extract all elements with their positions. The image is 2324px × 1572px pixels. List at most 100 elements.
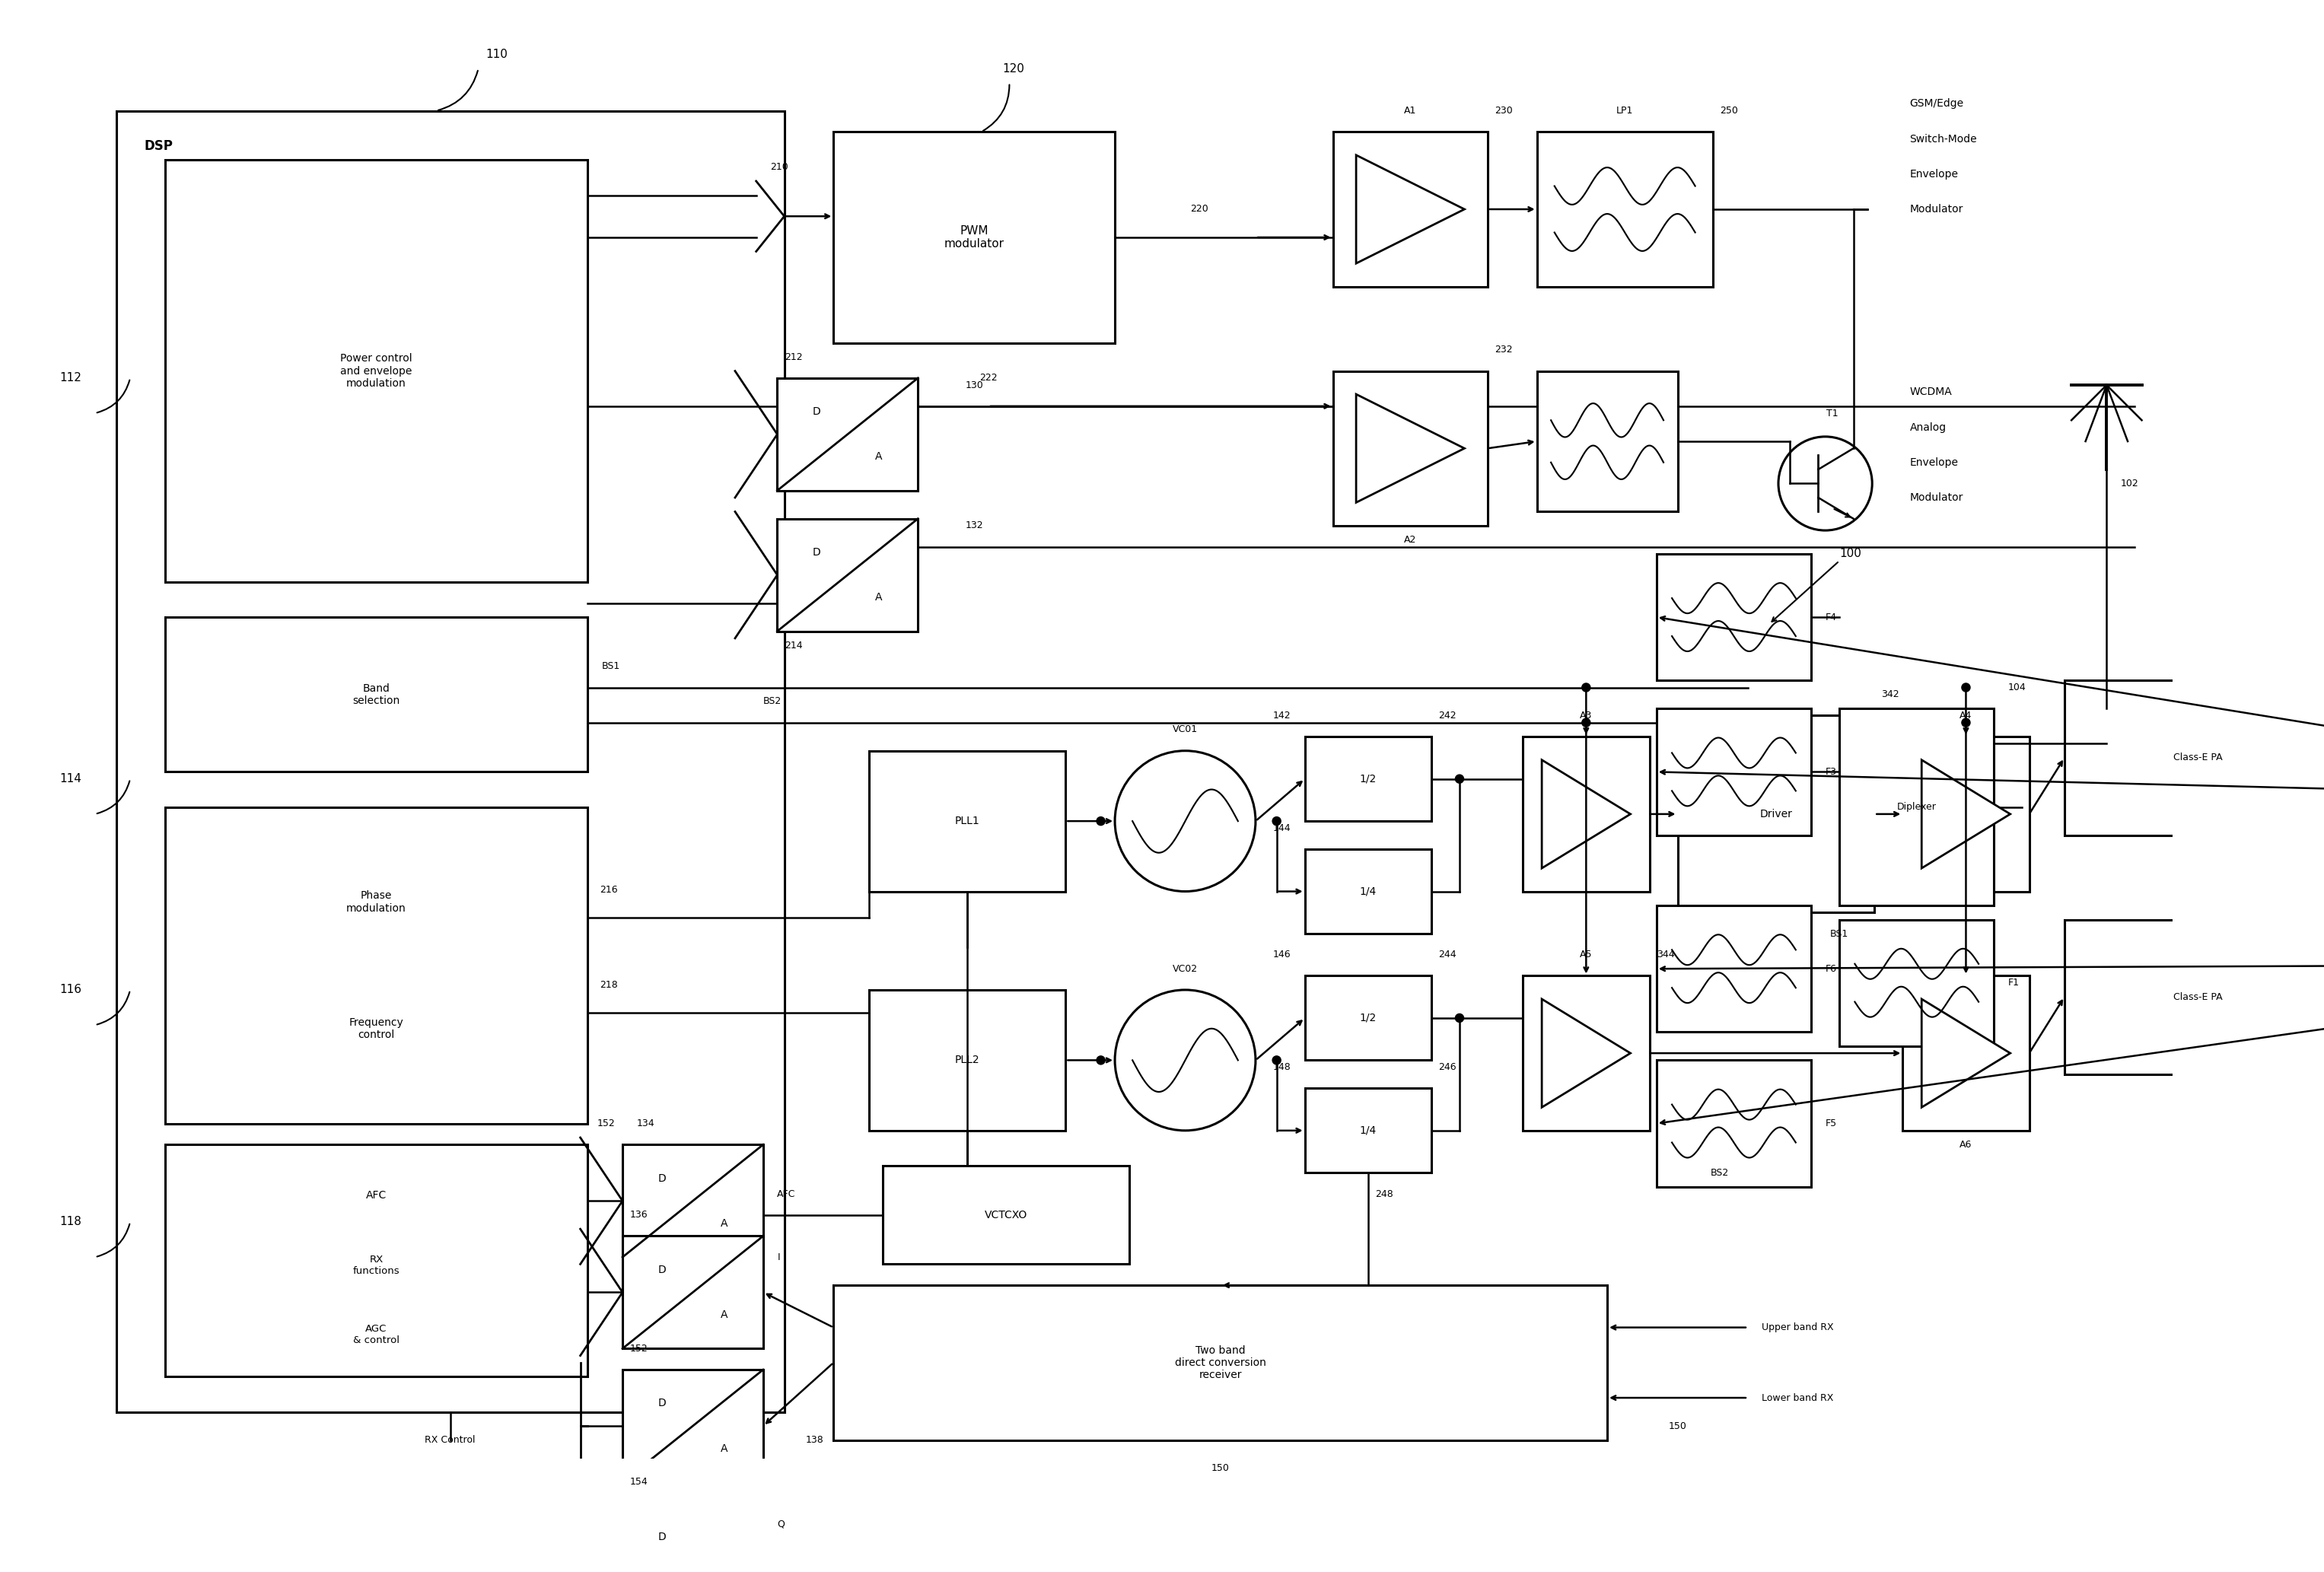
- Text: 150: 150: [1669, 1421, 1687, 1431]
- Text: Diplexer: Diplexer: [1896, 802, 1936, 813]
- Text: 130: 130: [964, 380, 983, 390]
- Text: 132: 132: [964, 520, 983, 531]
- Text: 154: 154: [630, 1478, 648, 1487]
- Circle shape: [1455, 775, 1464, 783]
- Bar: [869, 751, 1067, 891]
- Text: AFC: AFC: [365, 1190, 386, 1201]
- Text: PLL2: PLL2: [955, 1055, 981, 1066]
- Text: 216: 216: [600, 885, 618, 894]
- Bar: [1334, 371, 1487, 525]
- Text: A: A: [720, 1443, 727, 1454]
- Bar: [776, 519, 918, 632]
- Text: F5: F5: [1824, 1119, 1836, 1129]
- Text: AGC
& control: AGC & control: [353, 1324, 400, 1346]
- Text: AFC: AFC: [776, 1188, 795, 1199]
- Bar: [165, 618, 588, 772]
- Bar: [623, 1236, 762, 1349]
- Text: 242: 242: [1439, 711, 1457, 720]
- Text: BS2: BS2: [1710, 1168, 1729, 1177]
- Text: Lower band RX: Lower band RX: [1762, 1393, 1834, 1402]
- Text: A5: A5: [1580, 949, 1592, 959]
- Bar: [834, 132, 1116, 343]
- Bar: [883, 1166, 1129, 1264]
- Text: 114: 114: [60, 773, 81, 784]
- Circle shape: [1116, 751, 1255, 891]
- Text: 112: 112: [60, 373, 81, 384]
- Text: A1: A1: [1404, 105, 1418, 116]
- Bar: [1657, 553, 1810, 681]
- Bar: [834, 1286, 1608, 1440]
- Text: 152: 152: [630, 1344, 648, 1353]
- Text: 120: 120: [1002, 63, 1025, 74]
- Text: Power control
and envelope
modulation: Power control and envelope modulation: [339, 354, 411, 388]
- Text: Driver: Driver: [1759, 808, 1792, 819]
- Circle shape: [1097, 1056, 1104, 1064]
- Text: 218: 218: [600, 979, 618, 989]
- Bar: [623, 1503, 762, 1572]
- Text: 244: 244: [1439, 949, 1457, 959]
- Text: 250: 250: [1720, 105, 1738, 116]
- Text: 246: 246: [1439, 1063, 1457, 1072]
- Text: F1: F1: [2008, 978, 2020, 987]
- Text: Two band
direct conversion
receiver: Two band direct conversion receiver: [1174, 1346, 1267, 1380]
- Text: DSP: DSP: [144, 138, 172, 152]
- Bar: [2064, 920, 2324, 1074]
- Text: 110: 110: [486, 49, 507, 60]
- Text: Class-E PA: Class-E PA: [2173, 992, 2222, 1001]
- Text: D: D: [658, 1531, 667, 1542]
- Bar: [1334, 132, 1487, 286]
- Bar: [623, 1369, 762, 1482]
- Text: D: D: [658, 1173, 667, 1184]
- Text: 102: 102: [2122, 478, 2138, 489]
- Bar: [2064, 681, 2324, 835]
- Text: 134: 134: [637, 1119, 655, 1129]
- Text: BS1: BS1: [602, 662, 621, 671]
- Text: PLL1: PLL1: [955, 816, 981, 827]
- Text: PWM
modulator: PWM modulator: [944, 225, 1004, 250]
- Text: 100: 100: [1838, 549, 1862, 560]
- Circle shape: [1778, 437, 1873, 530]
- Bar: [1304, 849, 1432, 934]
- Bar: [116, 110, 783, 1412]
- Text: VC02: VC02: [1174, 964, 1197, 973]
- Text: RX Control: RX Control: [425, 1435, 476, 1445]
- Text: Modulator: Modulator: [1910, 492, 1964, 503]
- Bar: [1536, 132, 1713, 286]
- Text: D: D: [813, 407, 820, 417]
- Text: A6: A6: [1959, 1140, 1973, 1149]
- Text: A: A: [720, 1309, 727, 1320]
- Text: 214: 214: [783, 640, 802, 651]
- Circle shape: [1583, 718, 1590, 726]
- Text: 150: 150: [1211, 1464, 1229, 1473]
- Text: 222: 222: [978, 373, 997, 384]
- Text: 104: 104: [2008, 682, 2027, 692]
- Text: 1/4: 1/4: [1360, 1126, 1376, 1137]
- Text: D: D: [813, 547, 820, 558]
- Text: Q: Q: [776, 1520, 786, 1530]
- Text: I: I: [776, 1253, 781, 1262]
- Polygon shape: [1922, 759, 2010, 868]
- Circle shape: [1097, 817, 1104, 825]
- Circle shape: [1583, 684, 1590, 692]
- Circle shape: [1116, 990, 1255, 1130]
- Text: A4: A4: [1959, 711, 1973, 720]
- Circle shape: [1274, 1056, 1281, 1064]
- Text: Envelope: Envelope: [1910, 457, 1959, 468]
- Text: F3: F3: [1824, 767, 1836, 777]
- Text: Switch-Mode: Switch-Mode: [1910, 134, 1978, 145]
- Bar: [1522, 976, 1650, 1130]
- Text: Class-E PA: Class-E PA: [2173, 753, 2222, 762]
- Bar: [1657, 709, 1810, 835]
- Bar: [623, 1144, 762, 1258]
- Text: 142: 142: [1274, 711, 1290, 720]
- Text: LP1: LP1: [1615, 105, 1634, 116]
- Bar: [1522, 737, 1650, 891]
- Text: 152: 152: [597, 1119, 616, 1129]
- Circle shape: [1274, 817, 1281, 825]
- Text: 344: 344: [1657, 949, 1673, 959]
- Bar: [1304, 737, 1432, 821]
- Text: 136: 136: [630, 1210, 648, 1220]
- Text: 1/2: 1/2: [1360, 773, 1376, 784]
- Text: A2: A2: [1404, 534, 1418, 545]
- Text: 144: 144: [1274, 824, 1290, 833]
